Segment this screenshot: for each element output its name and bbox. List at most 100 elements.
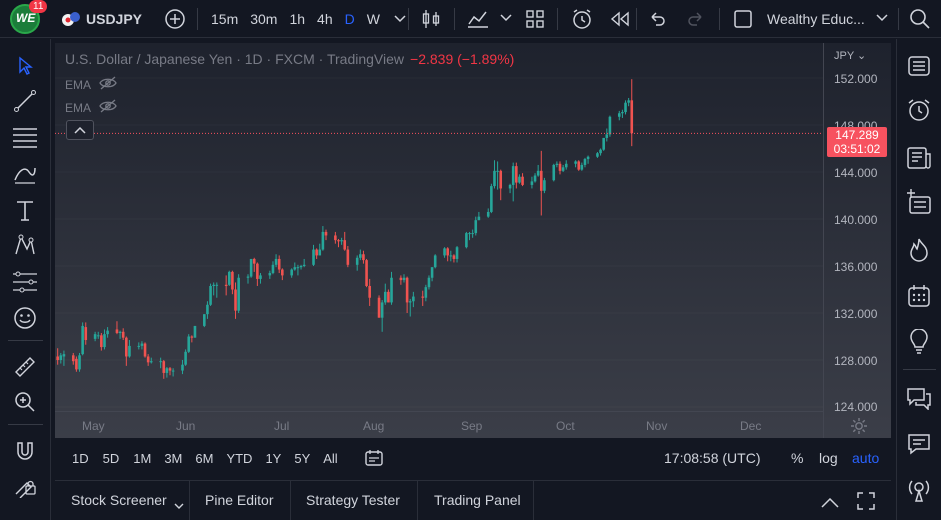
fib-retracement-icon[interactable] bbox=[11, 123, 39, 151]
news-icon[interactable] bbox=[904, 143, 934, 173]
interval-w[interactable]: W bbox=[366, 11, 380, 27]
interval-4h[interactable]: 4h bbox=[317, 11, 333, 27]
candle-body bbox=[530, 181, 534, 185]
magnet-icon[interactable] bbox=[11, 437, 39, 465]
candle bbox=[602, 137, 605, 151]
candle-body bbox=[490, 186, 493, 212]
range-all[interactable]: All bbox=[323, 450, 338, 466]
goto-date-icon[interactable] bbox=[364, 449, 384, 467]
collapse-legend-button[interactable] bbox=[66, 120, 94, 140]
cursor-icon[interactable] bbox=[11, 52, 39, 80]
text-tool-icon[interactable] bbox=[11, 196, 39, 224]
candle-body bbox=[499, 170, 503, 189]
tab-strategy-tester[interactable]: Strategy Tester bbox=[306, 492, 400, 508]
candle bbox=[427, 275, 431, 290]
indicators-icon[interactable] bbox=[466, 8, 490, 30]
calendar-icon[interactable] bbox=[904, 281, 934, 311]
ideas-lightbulb-icon[interactable] bbox=[904, 327, 934, 357]
redo-icon[interactable] bbox=[687, 10, 705, 28]
chats-icon[interactable] bbox=[904, 383, 934, 413]
interval-dropdown-icon[interactable] bbox=[394, 15, 406, 23]
interval-15m[interactable]: 15m bbox=[211, 11, 239, 27]
legend-title[interactable]: U.S. Dollar / Japanese Yen · 1D · FXCM ·… bbox=[65, 51, 405, 67]
messages-icon[interactable] bbox=[904, 429, 934, 459]
percent-scale-toggle[interactable]: % bbox=[791, 450, 804, 466]
interval-30m[interactable]: 30m bbox=[250, 11, 278, 27]
candle-body bbox=[424, 287, 428, 298]
add-symbol-icon[interactable] bbox=[164, 8, 186, 30]
prediction-tool-icon[interactable] bbox=[11, 268, 39, 296]
candle bbox=[424, 284, 428, 302]
range-6m[interactable]: 6M bbox=[195, 450, 214, 466]
watchlist-icon[interactable] bbox=[904, 51, 934, 81]
candle bbox=[149, 357, 153, 364]
brush-icon[interactable] bbox=[11, 159, 39, 187]
interval-1h[interactable]: 1h bbox=[289, 11, 306, 27]
time-tick: Nov bbox=[646, 419, 668, 433]
trend-line-icon[interactable] bbox=[11, 87, 39, 115]
screener-dropdown-icon[interactable] bbox=[174, 497, 184, 515]
emoji-icon[interactable] bbox=[11, 304, 39, 332]
interval-d[interactable]: D bbox=[344, 11, 355, 27]
range-5d[interactable]: 5D bbox=[102, 450, 120, 466]
search-icon[interactable] bbox=[909, 8, 931, 30]
candle bbox=[430, 267, 434, 282]
layout-name[interactable]: Wealthy Educ... bbox=[767, 11, 865, 27]
candle bbox=[234, 282, 237, 319]
tab-stock-screener[interactable]: Stock Screener bbox=[71, 492, 167, 508]
replay-icon[interactable] bbox=[610, 10, 630, 28]
price-axis[interactable]: JPY ⌄ 152.000 148.000 144.000 140.000 13… bbox=[823, 43, 891, 438]
zoom-in-icon[interactable] bbox=[11, 388, 39, 416]
indicators-dropdown-icon[interactable] bbox=[500, 14, 512, 22]
range-ytd[interactable]: YTD bbox=[226, 450, 253, 466]
collapse-panel-icon[interactable] bbox=[821, 495, 839, 513]
range-1d[interactable]: 1D bbox=[72, 450, 89, 466]
notification-badge[interactable]: 11 bbox=[29, 0, 48, 13]
hidden-eye-icon[interactable] bbox=[99, 99, 117, 116]
candlestick-plot[interactable] bbox=[55, 43, 823, 411]
ema-label: EMA bbox=[65, 100, 92, 115]
candle bbox=[412, 291, 415, 308]
streams-icon[interactable] bbox=[904, 475, 934, 505]
candle-body bbox=[206, 304, 209, 315]
add-list-icon[interactable] bbox=[904, 187, 934, 217]
ema-indicator-1[interactable]: EMA bbox=[65, 76, 117, 93]
symbol-search[interactable]: USDJPY bbox=[86, 11, 143, 27]
auto-scale-toggle[interactable]: auto bbox=[852, 450, 880, 466]
alarm-clock-icon[interactable] bbox=[904, 95, 934, 125]
range-3m[interactable]: 3M bbox=[164, 450, 183, 466]
range-1y[interactable]: 1Y bbox=[265, 450, 282, 466]
layout-checkbox-icon[interactable] bbox=[734, 10, 752, 28]
pattern-tool-icon[interactable] bbox=[11, 231, 39, 259]
candle bbox=[359, 249, 362, 261]
lock-drawings-icon[interactable] bbox=[11, 472, 39, 500]
ruler-icon[interactable] bbox=[11, 353, 39, 381]
range-5y[interactable]: 5Y bbox=[294, 450, 311, 466]
maximize-panel-icon[interactable] bbox=[857, 492, 875, 515]
avatar[interactable]: WE 11 bbox=[10, 0, 48, 34]
candle bbox=[365, 258, 368, 288]
candle bbox=[321, 226, 325, 251]
candle bbox=[433, 254, 437, 269]
templates-grid-icon[interactable] bbox=[525, 9, 545, 29]
ema-indicator-2[interactable]: EMA bbox=[65, 99, 117, 116]
candle bbox=[281, 268, 284, 281]
alert-clock-icon[interactable] bbox=[570, 7, 594, 31]
candle-body bbox=[412, 296, 415, 302]
candle bbox=[499, 169, 503, 201]
range-1m[interactable]: 1M bbox=[133, 450, 152, 466]
hidden-eye-icon[interactable] bbox=[99, 76, 117, 93]
time-axis[interactable]: May Jun Jul Aug Sep Oct Nov Dec bbox=[55, 411, 823, 438]
undo-icon[interactable] bbox=[648, 10, 666, 28]
candle-body bbox=[337, 240, 340, 242]
candles-chart-type-icon[interactable] bbox=[421, 8, 441, 30]
chart-settings-gear-icon[interactable] bbox=[850, 417, 868, 440]
tab-trading-panel[interactable]: Trading Panel bbox=[434, 492, 521, 508]
layout-dropdown-icon[interactable] bbox=[876, 14, 888, 22]
hotlist-fire-icon[interactable] bbox=[904, 235, 934, 265]
tab-pine-editor[interactable]: Pine Editor bbox=[205, 492, 274, 508]
log-scale-toggle[interactable]: log bbox=[819, 450, 838, 466]
chart-pane[interactable]: U.S. Dollar / Japanese Yen · 1D · FXCM ·… bbox=[55, 43, 891, 438]
utc-clock[interactable]: 17:08:58 (UTC) bbox=[664, 450, 761, 466]
currency-selector[interactable]: JPY ⌄ bbox=[834, 50, 867, 62]
